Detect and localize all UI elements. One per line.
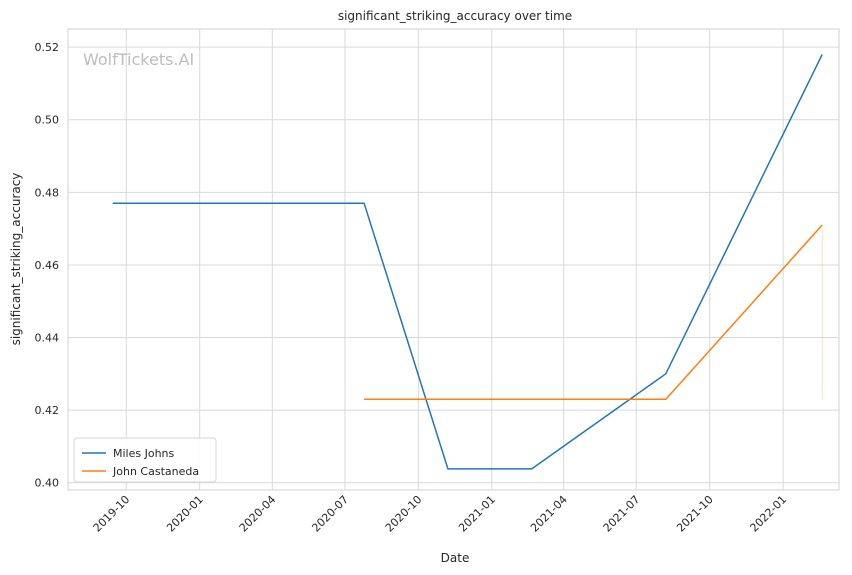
y-tick-label: 0.42 [35,404,60,417]
legend-label-john-castaneda: John Castaneda [112,465,199,478]
y-tick-label: 0.50 [35,114,60,127]
watermark: WolfTickets.AI [83,50,194,69]
legend: Miles Johns John Castaneda [73,437,217,483]
x-tick-label: 2020-10 [383,493,425,535]
x-axis-label: Date [441,551,470,565]
x-tick-label: 2021-07 [601,493,643,535]
x-tick-label: 2021-10 [674,493,716,535]
x-tick-label: 2019-10 [91,493,133,535]
x-tick-label: 2021-01 [456,493,498,535]
x-tick-label: 2020-04 [237,493,279,535]
x-tick-label: 2020-01 [164,493,206,535]
y-tick-label: 0.48 [35,186,60,199]
chart-title: significant_striking_accuracy over time [338,9,572,23]
y-tick-label: 0.52 [35,41,60,54]
y-tick-label: 0.40 [35,477,60,490]
series-line-miles-johns [112,54,823,470]
grid [68,29,839,490]
y-axis-label: significant_striking_accuracy [9,173,23,346]
x-tick-label: 2021-04 [528,493,570,535]
legend-box [73,437,217,483]
y-tick-label: 0.46 [35,259,60,272]
plot-area [67,28,840,491]
series-layer [112,54,823,470]
x-tick-label: 2022-01 [748,493,790,535]
legend-label-miles-johns: Miles Johns [113,447,175,460]
x-tick-label: 2020-07 [309,493,351,535]
series-line-john-castaneda [364,224,823,401]
y-tick-label: 0.44 [35,332,60,345]
